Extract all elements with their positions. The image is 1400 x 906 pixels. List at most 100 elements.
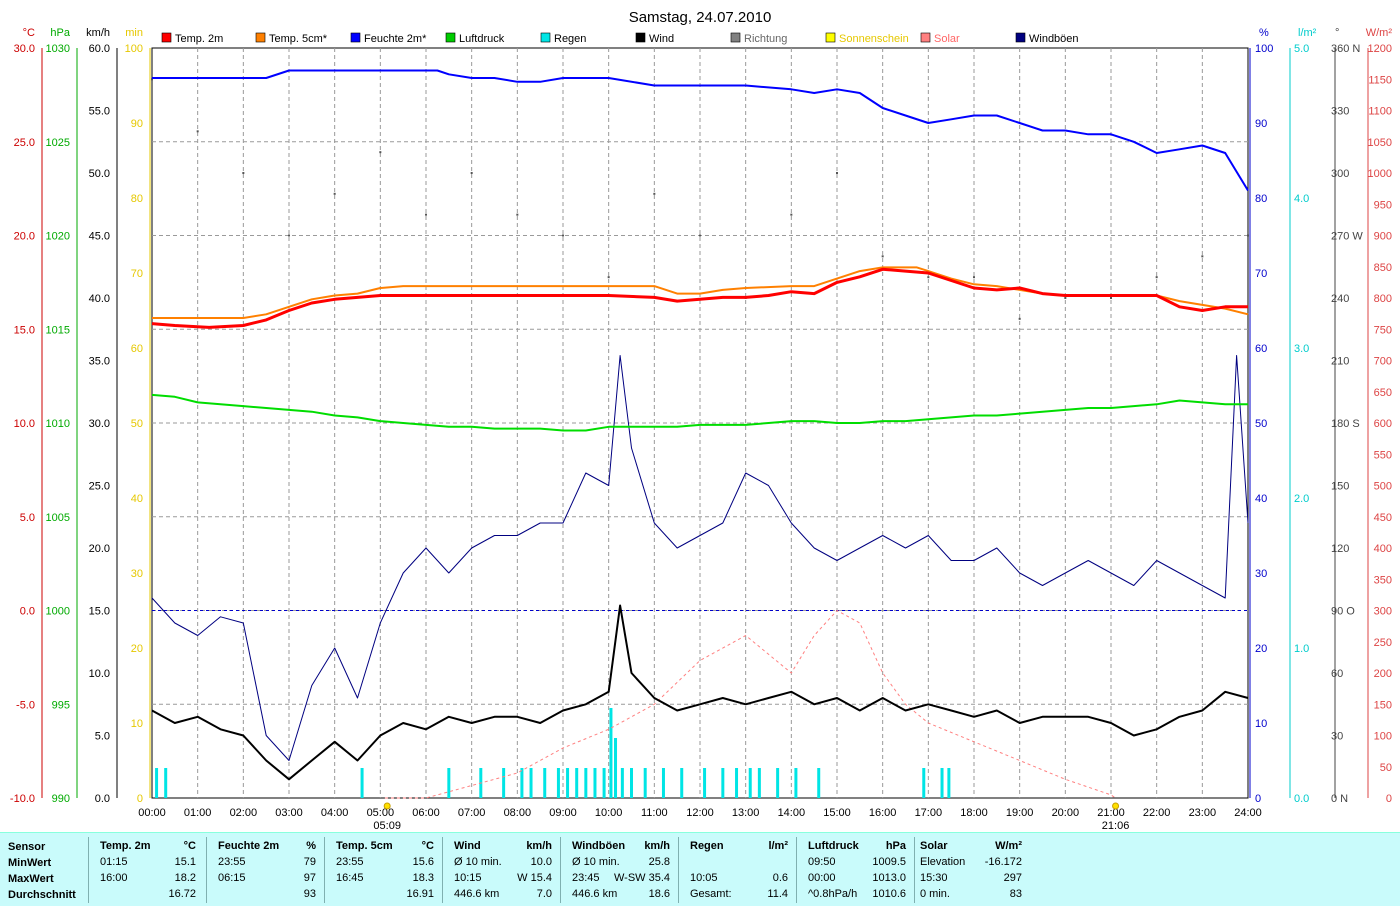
left-axis-unit: min — [125, 27, 143, 39]
stats-boen-r2t: 23:45 — [572, 872, 600, 884]
right-axis-tick: 90 — [1255, 118, 1267, 130]
x-axis-tick: 02:00 — [230, 807, 258, 819]
stats-separator — [206, 837, 207, 903]
legend-label: Temp. 2m — [175, 33, 223, 45]
stats-wind-r1t: Ø 10 min. — [454, 856, 502, 868]
left-axis-tick: 0.0 — [20, 606, 35, 618]
direction-point — [562, 234, 564, 237]
x-axis-tick: 04:00 — [321, 807, 349, 819]
legend-label: Sonnenschein — [839, 33, 909, 45]
stats-boen-r1t: Ø 10 min. — [572, 856, 620, 868]
right-axis-tick: 0 N — [1331, 793, 1348, 805]
stats-regen-u: l/m² — [768, 840, 788, 852]
right-axis-tick: 300 — [1331, 168, 1349, 180]
direction-point — [470, 172, 473, 174]
left-axis-tick: 1010 — [46, 418, 70, 430]
x-axis-tick: 10:00 — [595, 807, 623, 819]
x-axis-tick: 21:00 — [1097, 807, 1125, 819]
right-axis-tick: 1150 — [1368, 74, 1392, 86]
stats-wind-r3t: 446.6 km — [454, 888, 500, 900]
stats-temp2-r1t: 01:15 — [100, 856, 128, 868]
stats-feuchte-r2t: 06:15 — [218, 872, 246, 884]
legend-swatch — [825, 32, 836, 43]
stats-wind-r3v: 7.0 — [536, 888, 552, 900]
stats-solar-r1t: Elevation — [920, 856, 966, 868]
left-axis-tick: 1005 — [46, 512, 70, 524]
x-axis-tick: 24:00 — [1234, 807, 1262, 819]
stats-boen-r2v: W-SW 35.4 — [613, 872, 670, 884]
x-axis-tick: 17:00 — [915, 807, 943, 819]
stats-feuchte-u: % — [306, 840, 316, 852]
stats-temp5-r1t: 23:55 — [336, 856, 364, 868]
right-axis-tick: 950 — [1374, 199, 1392, 211]
legend-swatch — [350, 32, 361, 43]
stats-separator — [914, 837, 915, 903]
stats-temp2-h: Temp. 2m — [100, 840, 151, 852]
stats-separator — [796, 837, 797, 903]
stats-druck-r1t: 09:50 — [808, 856, 836, 868]
rain-bar — [520, 768, 524, 798]
rain-bar — [630, 768, 633, 798]
rain-bar — [748, 768, 752, 798]
stats-temp5-u: °C — [421, 840, 434, 852]
stats-wind-h: Wind — [454, 840, 481, 852]
rain-bar — [543, 768, 547, 798]
stats-boen-r3t: 446.6 km — [572, 888, 618, 900]
legend-swatch — [1015, 32, 1026, 43]
sensor-header: Sensor — [8, 841, 46, 853]
x-axis-tick: 11:00 — [641, 807, 668, 819]
stats-temp2-r2v: 18.2 — [174, 872, 196, 884]
stats-solar-r2v: 297 — [1003, 872, 1022, 884]
legend-label: Windböen — [1029, 33, 1079, 45]
stats-boen-h: Windböen — [572, 840, 626, 852]
right-axis-tick: 100 — [1255, 43, 1273, 55]
min-label: MinWert — [8, 857, 52, 869]
left-axis-tick: 25.0 — [14, 137, 35, 149]
x-axis-tick: 15:00 — [823, 807, 851, 819]
legend: Temp. 2m Temp. 5cm* Feuchte 2m* Luftdruck Re… — [161, 32, 1079, 45]
rain-bar — [643, 768, 647, 798]
left-axis-unit: hPa — [50, 27, 70, 39]
rain-bar — [502, 768, 506, 798]
stats-regen-r3t: Gesamt: — [690, 888, 732, 900]
x-axis-tick: 20:00 — [1052, 807, 1080, 819]
right-axis-tick: 150 — [1331, 481, 1349, 493]
left-axis-tick: 20.0 — [89, 543, 110, 555]
left-axis-unit: km/h — [86, 27, 110, 39]
left-axis-tick: 50 — [131, 418, 143, 430]
legend-swatch — [730, 32, 741, 43]
stats-temp5-r3v: 16.91 — [406, 888, 434, 900]
right-axis-tick: 800 — [1374, 293, 1392, 305]
rain-bar — [614, 738, 618, 798]
left-axis-tick: 100 — [125, 43, 143, 55]
right-axis-tick: 1.0 — [1294, 643, 1309, 655]
left-axis-tick: 20 — [131, 643, 143, 655]
stats-separator — [560, 837, 561, 903]
direction-point — [1201, 255, 1204, 258]
direction-point — [1018, 317, 1021, 320]
legend-swatch — [540, 32, 551, 43]
right-axis-tick: 50 — [1255, 418, 1267, 430]
right-axis-tick: 550 — [1374, 449, 1392, 461]
stats-separator — [678, 837, 679, 903]
left-axis-tick: 0.0 — [95, 793, 110, 805]
x-axis-tick: 18:00 — [960, 807, 988, 819]
rain-bar — [776, 768, 780, 798]
right-axis-tick: 240 — [1331, 293, 1349, 305]
direction-point — [288, 234, 290, 237]
stats-regen-h: Regen — [690, 840, 724, 852]
right-axis-tick: 2.0 — [1294, 493, 1309, 505]
right-axis-tick: 30 — [1255, 568, 1267, 580]
right-axis-tick: 0 — [1255, 793, 1261, 805]
right-axis-tick: 120 — [1331, 543, 1349, 555]
left-axis-unit: °C — [23, 27, 35, 39]
stats-boen-u: km/h — [644, 840, 670, 852]
direction-point — [1247, 234, 1249, 237]
left-axis-tick: 60 — [131, 343, 143, 355]
left-axes: °C 30.0 25.0 20.0 15.0 10.0 5.0 0.0 -5.0 -10.0 hPa… — [10, 27, 151, 805]
direction-point — [196, 130, 199, 133]
stats-feuchte-h: Feuchte 2m — [218, 840, 280, 852]
rain-bar — [757, 768, 761, 798]
right-axis-tick: 1050 — [1368, 137, 1392, 149]
left-axis-tick: 30.0 — [14, 43, 35, 55]
